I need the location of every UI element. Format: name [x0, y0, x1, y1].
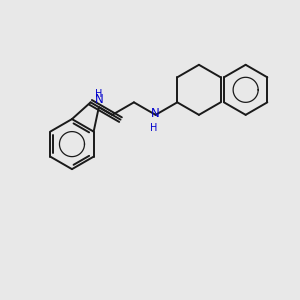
Text: N: N — [151, 107, 160, 120]
Text: N: N — [94, 93, 103, 106]
Text: H: H — [95, 89, 103, 99]
Text: H: H — [150, 123, 158, 133]
